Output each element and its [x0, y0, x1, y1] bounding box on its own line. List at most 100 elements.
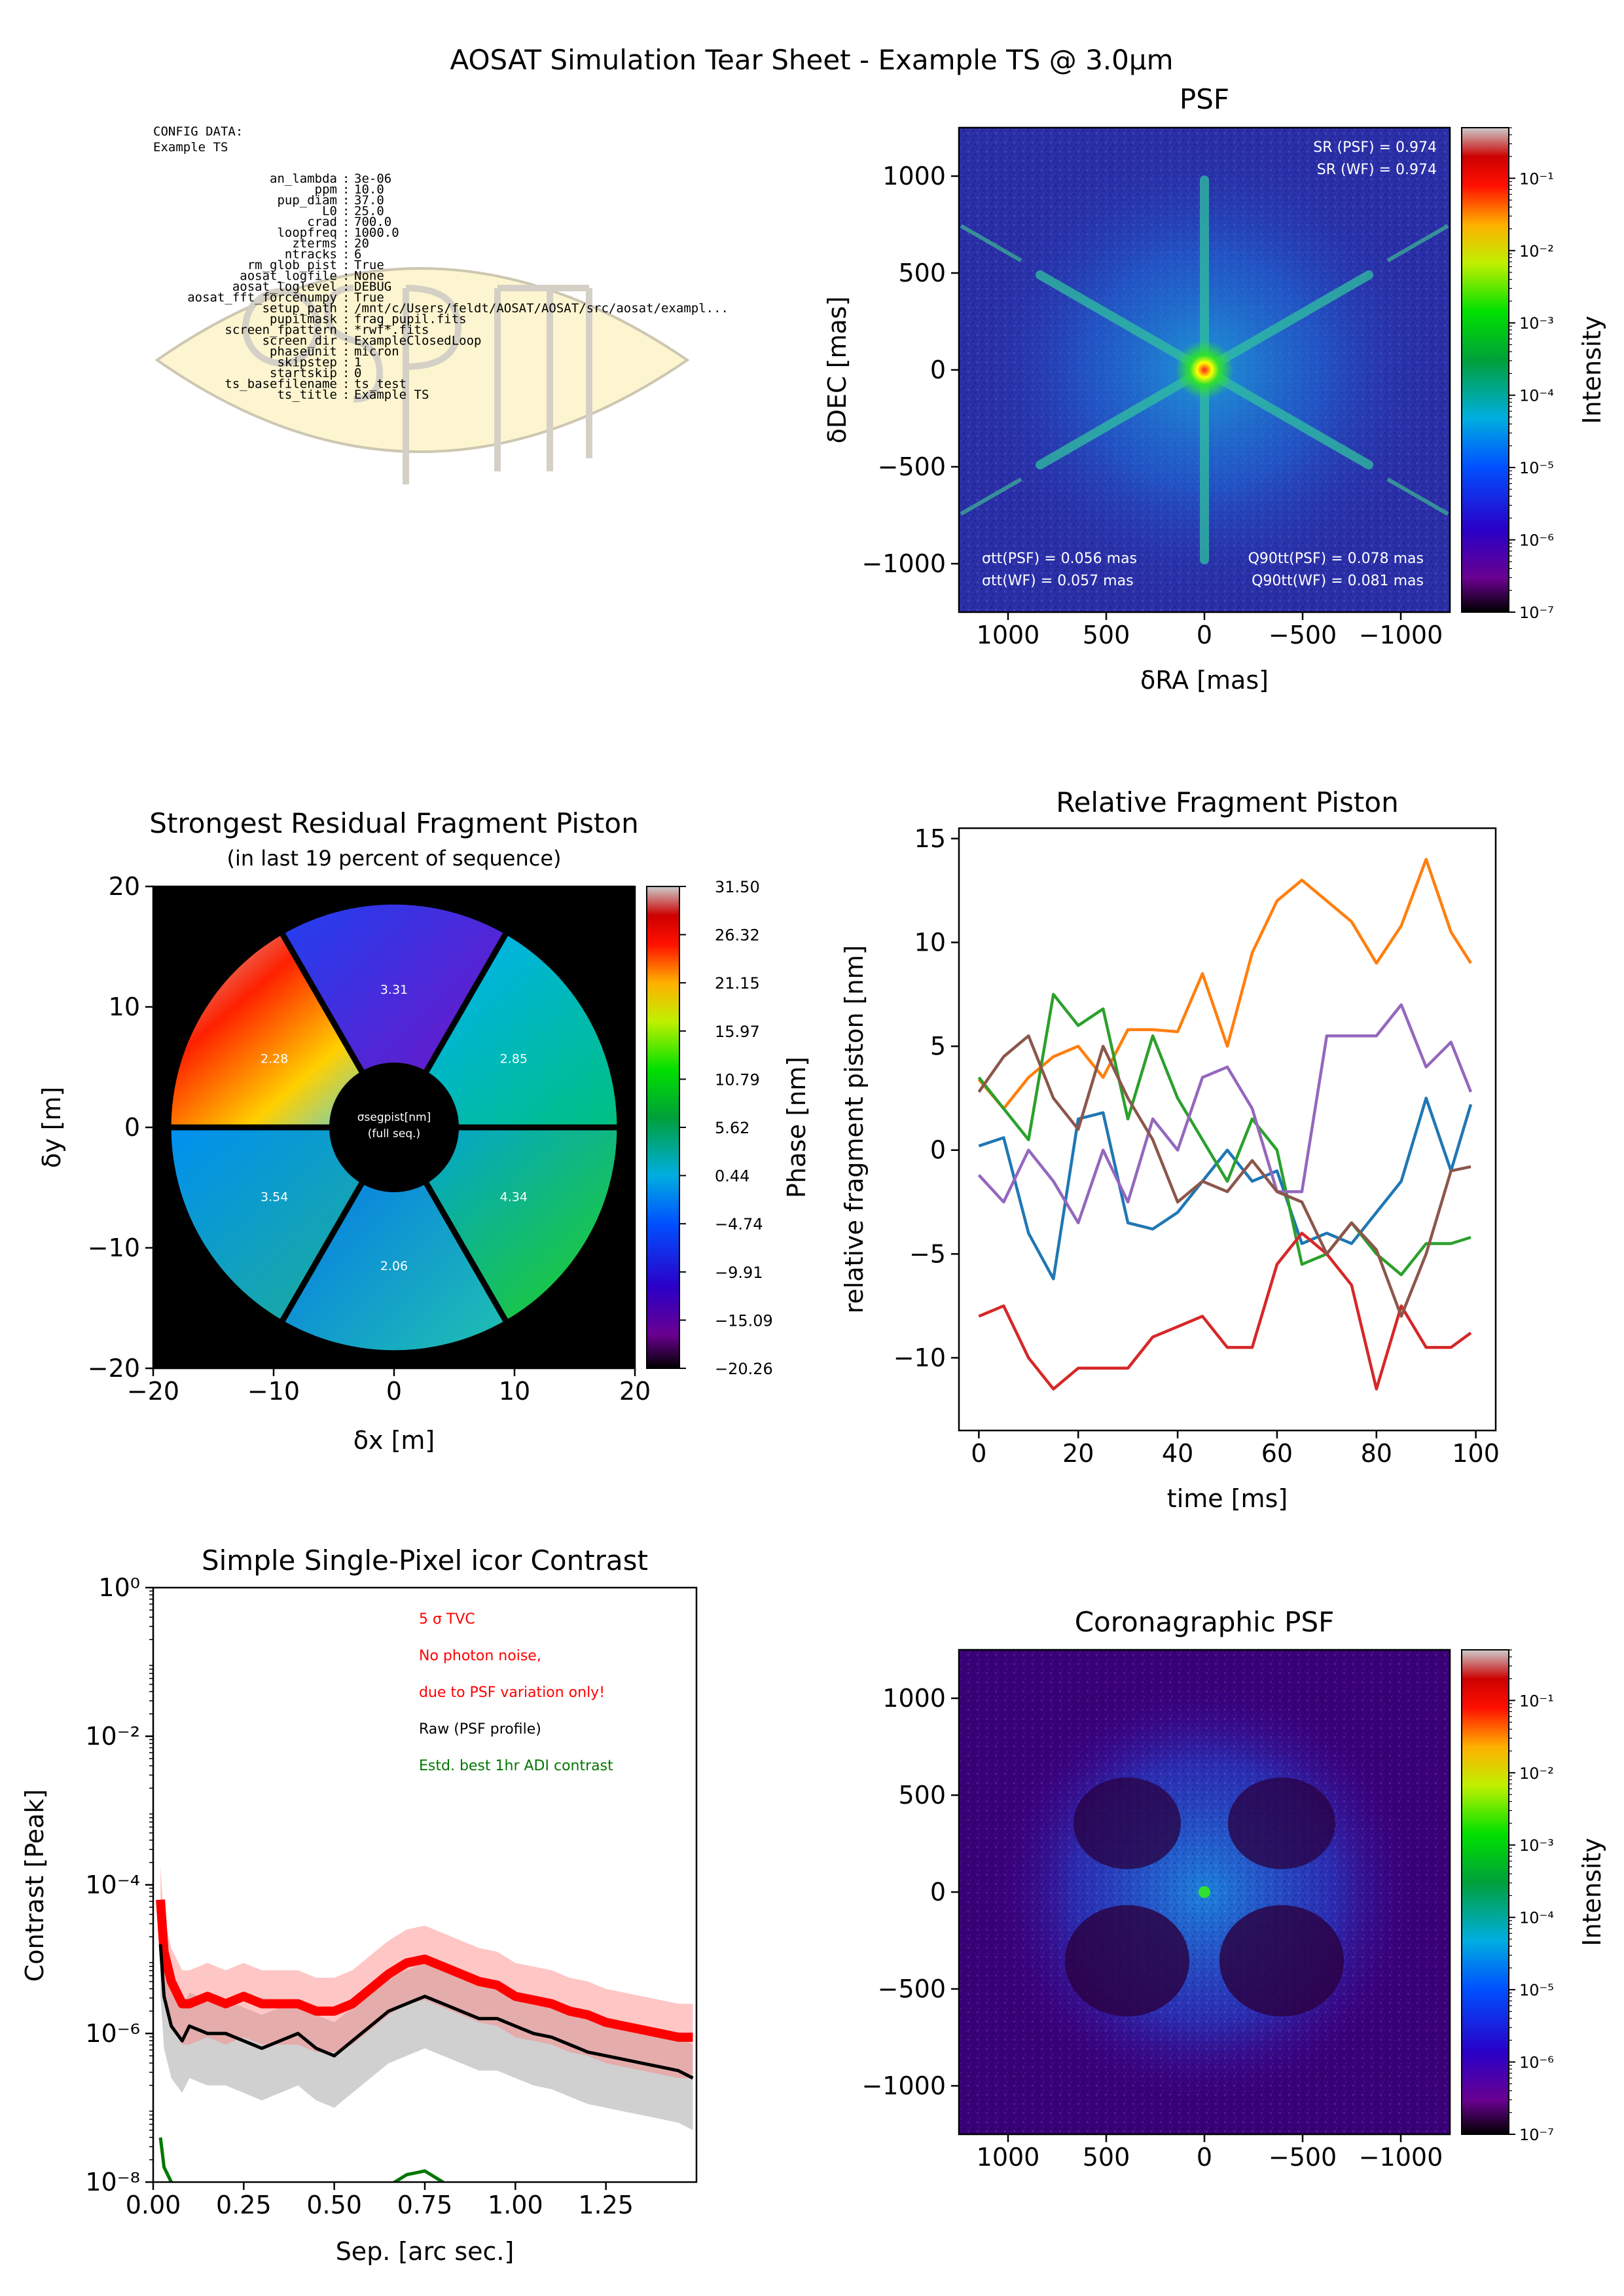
psf-image [959, 128, 1450, 612]
psf-colorbar-tick-label: 10⁻⁵ [1519, 459, 1554, 477]
contrast-ylabel: Contrast [Peak] [20, 1789, 49, 1982]
pupil-segment [394, 934, 617, 1127]
piston-xtick-label: 40 [1162, 1439, 1193, 1468]
piston-ylabel: relative fragment piston [nm] [840, 945, 869, 1314]
config-key: aosat_fft_forcenumpy [187, 291, 337, 305]
config-value: DEBUG [354, 280, 391, 294]
contrast-tvc-line [156, 1899, 693, 2042]
corpsf-colorbar-label: Intensity [1578, 1838, 1606, 1946]
contrast-xtick-label: 0.75 [397, 2191, 453, 2219]
config-key: ts_basefilename [225, 377, 337, 392]
psf-colorbar-tick-label: 10⁻¹ [1519, 170, 1554, 188]
config-separator: : [342, 334, 350, 348]
psf-sigma-psf: σtt(PSF) = 0.056 mas [982, 551, 1137, 567]
piston-ytick-label: −5 [909, 1239, 946, 1268]
contrast-xtick-label: 0.25 [216, 2191, 272, 2219]
corpsf-title: Coronagraphic PSF [1075, 1606, 1335, 1638]
config-key: ntracks [285, 247, 337, 262]
config-key: screen_fpattern [225, 323, 337, 337]
pupil-panel: Strongest Residual Fragment Piston (in l… [37, 807, 811, 1455]
pupil-center-label-2: (full seq.) [368, 1127, 420, 1140]
config-value: *rwf*.fits [354, 323, 429, 337]
config-key: ts_title [277, 388, 337, 402]
corpsf-image [959, 1650, 1450, 2134]
corpsf-xtick-label: 0 [1197, 2143, 1212, 2172]
piston-xtick-label: 80 [1361, 1439, 1392, 1468]
config-value: 25.0 [354, 204, 384, 219]
piston-series-0 [978, 1097, 1473, 1281]
contrast-ytick-label: 10⁰ [98, 1573, 140, 1602]
corpsf-ytick-label: 1000 [882, 1684, 946, 1713]
config-key: setup_path [262, 301, 337, 316]
pupil-colorbar-tick-label: −9.91 [715, 1264, 763, 1282]
psf-xtick-label: −1000 [1359, 621, 1443, 649]
pupil-colorbar-label: Phase [nm] [782, 1057, 811, 1198]
psf-panel: PSF SR (PSF) = 0.974 SR (WF) = 0.974 σtt… [823, 83, 1606, 695]
corpsf-colorbar-tick-label: 10⁻⁷ [1519, 2126, 1554, 2144]
contrast-legend-entry: No photon noise, [419, 1648, 541, 1664]
piston-panel: Relative Fragment Piston 0 20 40 60 80 100151… [840, 786, 1500, 1513]
config-separator: : [342, 291, 350, 305]
pupil-segment-label: 3.31 [380, 983, 408, 997]
psf-title: PSF [1180, 83, 1229, 115]
corpsf-xtick-label: −1000 [1359, 2143, 1443, 2172]
contrast-legend-entry: Raw (PSF profile) [419, 1721, 541, 1738]
config-separator: : [342, 258, 350, 272]
contrast-xtick-label: 0.00 [126, 2191, 181, 2219]
contrast-xtick-label: 1.00 [488, 2191, 543, 2219]
psf-ytick-label: 500 [898, 259, 946, 287]
contrast-xtick-label: 0.50 [306, 2191, 362, 2219]
psf-ytick-label: 1000 [882, 162, 946, 191]
pupil-segment-label: 4.34 [500, 1190, 528, 1205]
psf-q90-wf: Q90tt(WF) = 0.081 mas [1252, 573, 1424, 589]
pupil-xlabel: δx [m] [353, 1426, 435, 1455]
pupil-colorbar-tick-label: 26.32 [715, 926, 760, 945]
config-separator: : [342, 301, 350, 316]
config-separator: : [342, 172, 350, 186]
pupil-segment [171, 934, 394, 1127]
config-separator: : [342, 247, 350, 262]
contrast-panel: Simple Single-Pixel icor Contrast 5 σ TV… [20, 1544, 698, 2266]
config-separator: : [342, 377, 350, 392]
pupil-subtitle: (in last 19 percent of sequence) [226, 846, 561, 871]
contrast-adi-line [158, 2137, 446, 2182]
piston-xtick-label: 60 [1261, 1439, 1293, 1468]
piston-title: Relative Fragment Piston [1056, 786, 1398, 818]
contrast-tvc-band [160, 1866, 693, 2079]
config-value: 1 [354, 355, 361, 370]
pupil-colorbar-tick-label: 10.79 [715, 1070, 760, 1089]
config-value: 37.0 [354, 193, 384, 208]
pupil-colorbar-tick-label: 21.15 [715, 974, 760, 993]
config-key: phaseunit [270, 344, 337, 359]
corpsf-xtick-label: −500 [1269, 2143, 1337, 2172]
config-value: 6 [354, 247, 361, 262]
corpsf-xtick-label: 500 [1083, 2143, 1130, 2172]
aosat-logo [154, 267, 690, 484]
psf-sr-psf: SR (PSF) = 0.974 [1313, 139, 1437, 156]
config-value: /mnt/c/Users/feldt/AOSAT/AOSAT/src/aosat… [354, 301, 729, 316]
corpsf-colorbar-tick-label: 10⁻⁵ [1519, 1981, 1554, 1999]
psf-sigma-wf: σtt(WF) = 0.057 mas [982, 573, 1134, 589]
pupil-image [153, 886, 635, 1368]
config-separator: : [342, 204, 350, 219]
config-separator: : [342, 388, 350, 402]
piston-xtick-label: 100 [1452, 1439, 1500, 1468]
config-value: 0 [354, 366, 361, 380]
config-value: frag_pupil.fits [354, 312, 467, 327]
piston-series-2 [977, 993, 1471, 1277]
psf-ytick-label: −500 [878, 452, 946, 481]
psf-xtick-label: 500 [1083, 621, 1130, 649]
config-header-2: Example TS [153, 140, 228, 155]
pupil-ytick-label: −20 [88, 1354, 140, 1383]
contrast-xlabel: Sep. [arc sec.] [336, 2237, 514, 2266]
pupil-ytick-label: 0 [124, 1113, 140, 1142]
config-separator: : [342, 193, 350, 208]
config-value: None [354, 269, 384, 283]
psf-xtick-label: 1000 [977, 621, 1040, 649]
piston-series-3 [978, 1231, 1472, 1391]
piston-ytick-label: 10 [914, 928, 946, 957]
psf-xtick-label: −500 [1269, 621, 1337, 649]
piston-ytick-label: 5 [930, 1032, 946, 1061]
pupil-xtick-label: −20 [127, 1377, 179, 1406]
psf-colorbar-tick-label: 10⁻⁶ [1519, 532, 1554, 550]
